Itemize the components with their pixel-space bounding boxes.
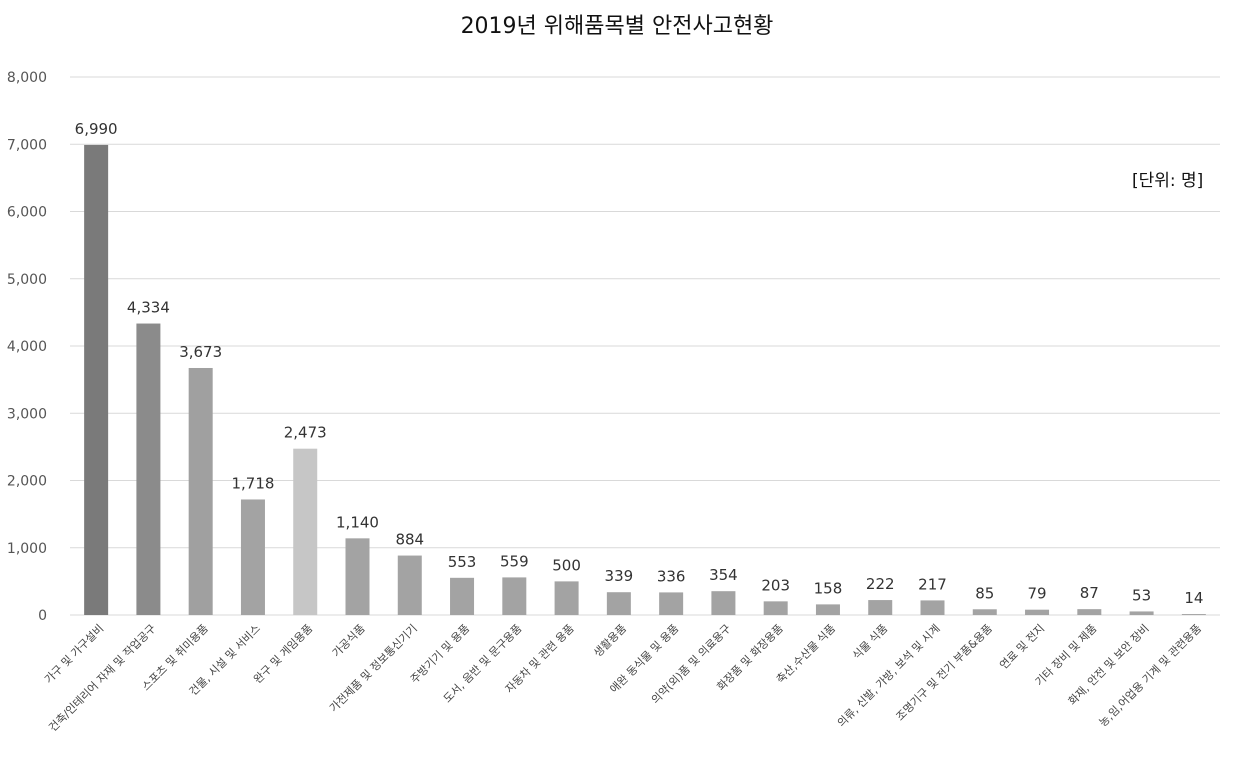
- value-label: 203: [761, 576, 790, 594]
- unit-label: [단위: 명]: [1132, 171, 1204, 191]
- x-tick-label: 조명기구 및 전기 부품&용품: [894, 622, 995, 723]
- value-label: 500: [552, 556, 581, 574]
- value-label: 559: [500, 552, 529, 570]
- y-tick-label: 7,000: [7, 137, 47, 153]
- value-label: 1,140: [336, 513, 379, 531]
- x-tick-label: 식물 식품: [850, 622, 890, 662]
- chart-title: 2019년 위해품목별 안전사고현황: [460, 14, 774, 39]
- value-label: 158: [814, 579, 843, 597]
- value-label: 87: [1080, 584, 1099, 602]
- bar: [711, 591, 736, 615]
- value-label: 79: [1027, 585, 1046, 603]
- value-label: 4,334: [127, 299, 170, 317]
- value-label: 2,473: [284, 424, 327, 442]
- x-tick-label: 생활용품: [590, 621, 629, 660]
- y-tick-label: 4,000: [7, 339, 47, 355]
- y-axis-ticks: 0 1,000 2,000 3,000 4,000 5,000 6,000 7,000 8,00…: [7, 70, 47, 624]
- x-tick-label: 농,임,어업용 기계 및 관련용품: [1097, 622, 1204, 729]
- x-tick-label: 연료 및 전지: [997, 622, 1047, 672]
- x-tick-label: 가전제품 및 정보통신기기: [327, 622, 420, 715]
- bar: [84, 144, 109, 616]
- value-label: 339: [605, 567, 634, 585]
- bar: [293, 448, 318, 615]
- value-label: 336: [657, 567, 686, 585]
- bar: [606, 592, 631, 615]
- y-tick-label: 0: [38, 608, 47, 624]
- bar: [450, 577, 475, 615]
- value-label: 3,673: [179, 343, 222, 361]
- value-label: 1,718: [231, 474, 274, 492]
- bar: [397, 555, 422, 615]
- bar: [240, 499, 265, 615]
- bar: [815, 604, 840, 615]
- bar: [1129, 611, 1154, 615]
- bar: [1181, 614, 1206, 615]
- bar: [1077, 609, 1102, 615]
- bar: [972, 609, 997, 615]
- bar: [554, 581, 579, 615]
- value-label: 222: [866, 575, 895, 593]
- value-labels: 6,990 4,334 3,673 1,718 2,473 1,140 884 553 559 5…: [75, 120, 1204, 607]
- value-label: 14: [1184, 589, 1203, 607]
- bar: [659, 592, 684, 615]
- bar: [1025, 609, 1050, 615]
- bar: [868, 600, 893, 615]
- bars: [84, 144, 1206, 616]
- bar: [345, 538, 370, 615]
- y-tick-label: 5,000: [7, 272, 47, 288]
- bar: [763, 601, 788, 615]
- x-tick-label: 의류, 신발, 가방, 보석 및 시계: [835, 622, 943, 730]
- value-label: 53: [1132, 586, 1151, 604]
- value-label: 6,990: [75, 120, 118, 138]
- y-tick-label: 2,000: [7, 474, 47, 490]
- bar: [136, 323, 161, 615]
- x-tick-label: 건축/인테리어 자재 및 작업공구: [46, 622, 158, 734]
- x-tick-label: 가공식품: [330, 622, 368, 660]
- value-label: 85: [975, 584, 994, 602]
- bar: [920, 600, 945, 615]
- bar: [502, 577, 527, 615]
- y-tick-label: 8,000: [7, 70, 47, 86]
- value-label: 354: [709, 566, 738, 584]
- bar: [188, 367, 213, 615]
- y-tick-label: 6,000: [7, 205, 47, 221]
- y-tick-label: 3,000: [7, 406, 47, 422]
- value-label: 553: [448, 553, 477, 571]
- y-tick-label: 1,000: [7, 541, 47, 557]
- value-label: 884: [395, 531, 424, 549]
- value-label: 217: [918, 575, 947, 593]
